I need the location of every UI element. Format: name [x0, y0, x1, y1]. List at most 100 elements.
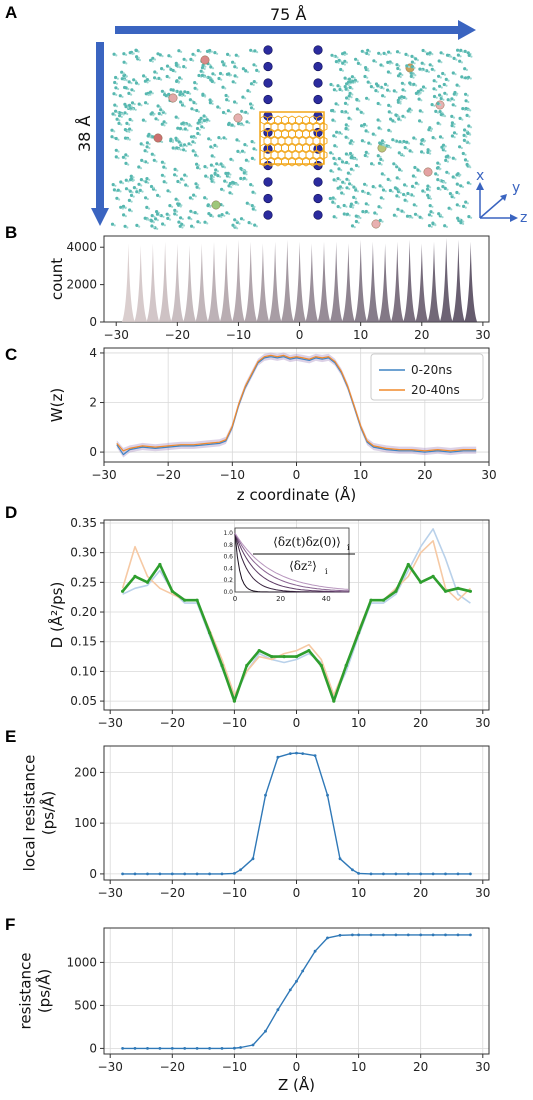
y-tick-label: 2 — [89, 396, 97, 410]
panel-label-e: E — [5, 727, 16, 746]
y-tick-label: 0.15 — [70, 635, 97, 649]
histogram-peak — [195, 243, 209, 322]
inset-frame — [234, 527, 350, 593]
formula-subscript: i — [347, 543, 350, 552]
panel-label-f: F — [5, 915, 15, 934]
data-point — [288, 752, 292, 755]
data-point — [208, 1047, 212, 1050]
data-point — [195, 1047, 199, 1050]
data-point — [319, 663, 323, 668]
y-tick-label: 4 — [89, 346, 97, 360]
histogram-peak — [158, 241, 172, 322]
data-point — [264, 793, 267, 797]
data-point — [419, 872, 423, 876]
data-point — [233, 1046, 236, 1050]
histogram-peak — [354, 239, 368, 322]
water-region-right — [328, 48, 473, 229]
y-axis-label: resistance — [17, 953, 35, 1030]
data-point — [295, 979, 298, 983]
data-point — [170, 1047, 174, 1050]
data-point — [195, 598, 199, 602]
membrane-atoms-left — [263, 45, 273, 220]
x-tick-label: −20 — [156, 468, 181, 482]
x-tick-label: 20 — [413, 886, 428, 900]
box-width-label: 75 Å — [270, 5, 306, 24]
data-point — [264, 1029, 267, 1033]
data-point — [394, 933, 398, 937]
x-tick-label: 30 — [475, 716, 490, 730]
histogram-peak — [268, 241, 282, 322]
data-point — [170, 872, 174, 876]
data-point — [121, 1047, 124, 1050]
data-point — [444, 872, 447, 876]
data-point — [239, 1046, 243, 1049]
data-point — [444, 933, 447, 937]
data-point — [133, 574, 137, 579]
box-height-arrow — [91, 42, 109, 226]
data-point — [183, 598, 187, 602]
formula-numerator: ⟨δz(t)δz(0)⟩ — [273, 535, 341, 549]
histogram-peak — [439, 237, 453, 322]
data-point — [208, 872, 212, 876]
legend-label: 20-40ns — [411, 383, 460, 397]
data-point — [245, 663, 249, 668]
data-point — [326, 793, 329, 797]
histogram-peak — [134, 245, 148, 322]
histogram-peak — [390, 241, 404, 322]
data-point — [220, 872, 224, 876]
histogram-peak — [317, 241, 331, 322]
x-tick-label: −30 — [91, 468, 116, 482]
data-point — [257, 649, 261, 653]
data-point — [158, 872, 162, 876]
histogram-peak — [378, 243, 392, 322]
formula-subscript: i — [325, 567, 328, 576]
data-point — [307, 649, 311, 653]
data-point — [357, 872, 360, 875]
y-tick-label: 0.20 — [70, 605, 97, 619]
histogram-peak — [427, 241, 441, 322]
data-point — [183, 872, 187, 876]
y-tick-label: 0.30 — [70, 546, 97, 560]
histogram-peak — [415, 243, 429, 322]
inset-y-tick: 0.4 — [223, 565, 233, 572]
data-point — [406, 933, 410, 937]
x-tick-label: 10 — [351, 716, 366, 730]
data-point — [431, 933, 435, 937]
x-tick-label: 0 — [293, 886, 301, 900]
data-point — [301, 752, 305, 755]
inset-y-tick: 0.6 — [223, 554, 233, 561]
simulation-box-illustration: 75 Å 38 Å x y z — [75, 5, 527, 230]
data-point — [232, 699, 236, 703]
inset-decay-curve — [234, 532, 350, 592]
data-point — [369, 933, 373, 937]
data-point — [332, 699, 336, 703]
resistance-chart: −30 −20 −10 0 10 20 30 0 500 1000 resistance (ps/Å)… — [17, 927, 490, 1094]
x-tick-label: 30 — [475, 886, 490, 900]
x-tick-label: 10 — [351, 886, 366, 900]
data-point — [233, 872, 236, 875]
inset-x-tick: 0 — [233, 595, 237, 603]
inset-x-tick: 40 — [322, 595, 331, 603]
data-point — [419, 933, 423, 937]
y-tick-label: 0.05 — [70, 694, 97, 708]
data-point — [394, 589, 398, 593]
x-tick-label: −30 — [98, 886, 123, 900]
x-tick-label: 20 — [413, 716, 428, 730]
x-tick-label: −20 — [160, 1060, 185, 1074]
panel-label-c: C — [5, 345, 17, 364]
inset-plot: 0 20 40 0.0 0.2 0.4 0.6 0.8 1.0 ⟨δz(t)δz(0)⟩ i ⟨δz²… — [223, 527, 355, 603]
x-tick-label: −20 — [160, 716, 185, 730]
data-point — [170, 589, 174, 593]
inset-decay-curve — [234, 532, 349, 593]
y-tick-label: 1000 — [66, 955, 97, 969]
data-point — [158, 562, 162, 567]
y-tick-label: 0 — [89, 445, 97, 459]
y-axis-label: count — [48, 258, 66, 300]
series-line-faint-blue — [122, 528, 471, 699]
inset-y-tick: 0.0 — [223, 589, 233, 596]
x-axis-label: z coordinate (Å) — [237, 485, 356, 504]
histogram-peak — [170, 243, 184, 322]
histogram-peak — [293, 241, 307, 322]
x-tick-label: −20 — [160, 886, 185, 900]
data-point — [369, 872, 373, 876]
